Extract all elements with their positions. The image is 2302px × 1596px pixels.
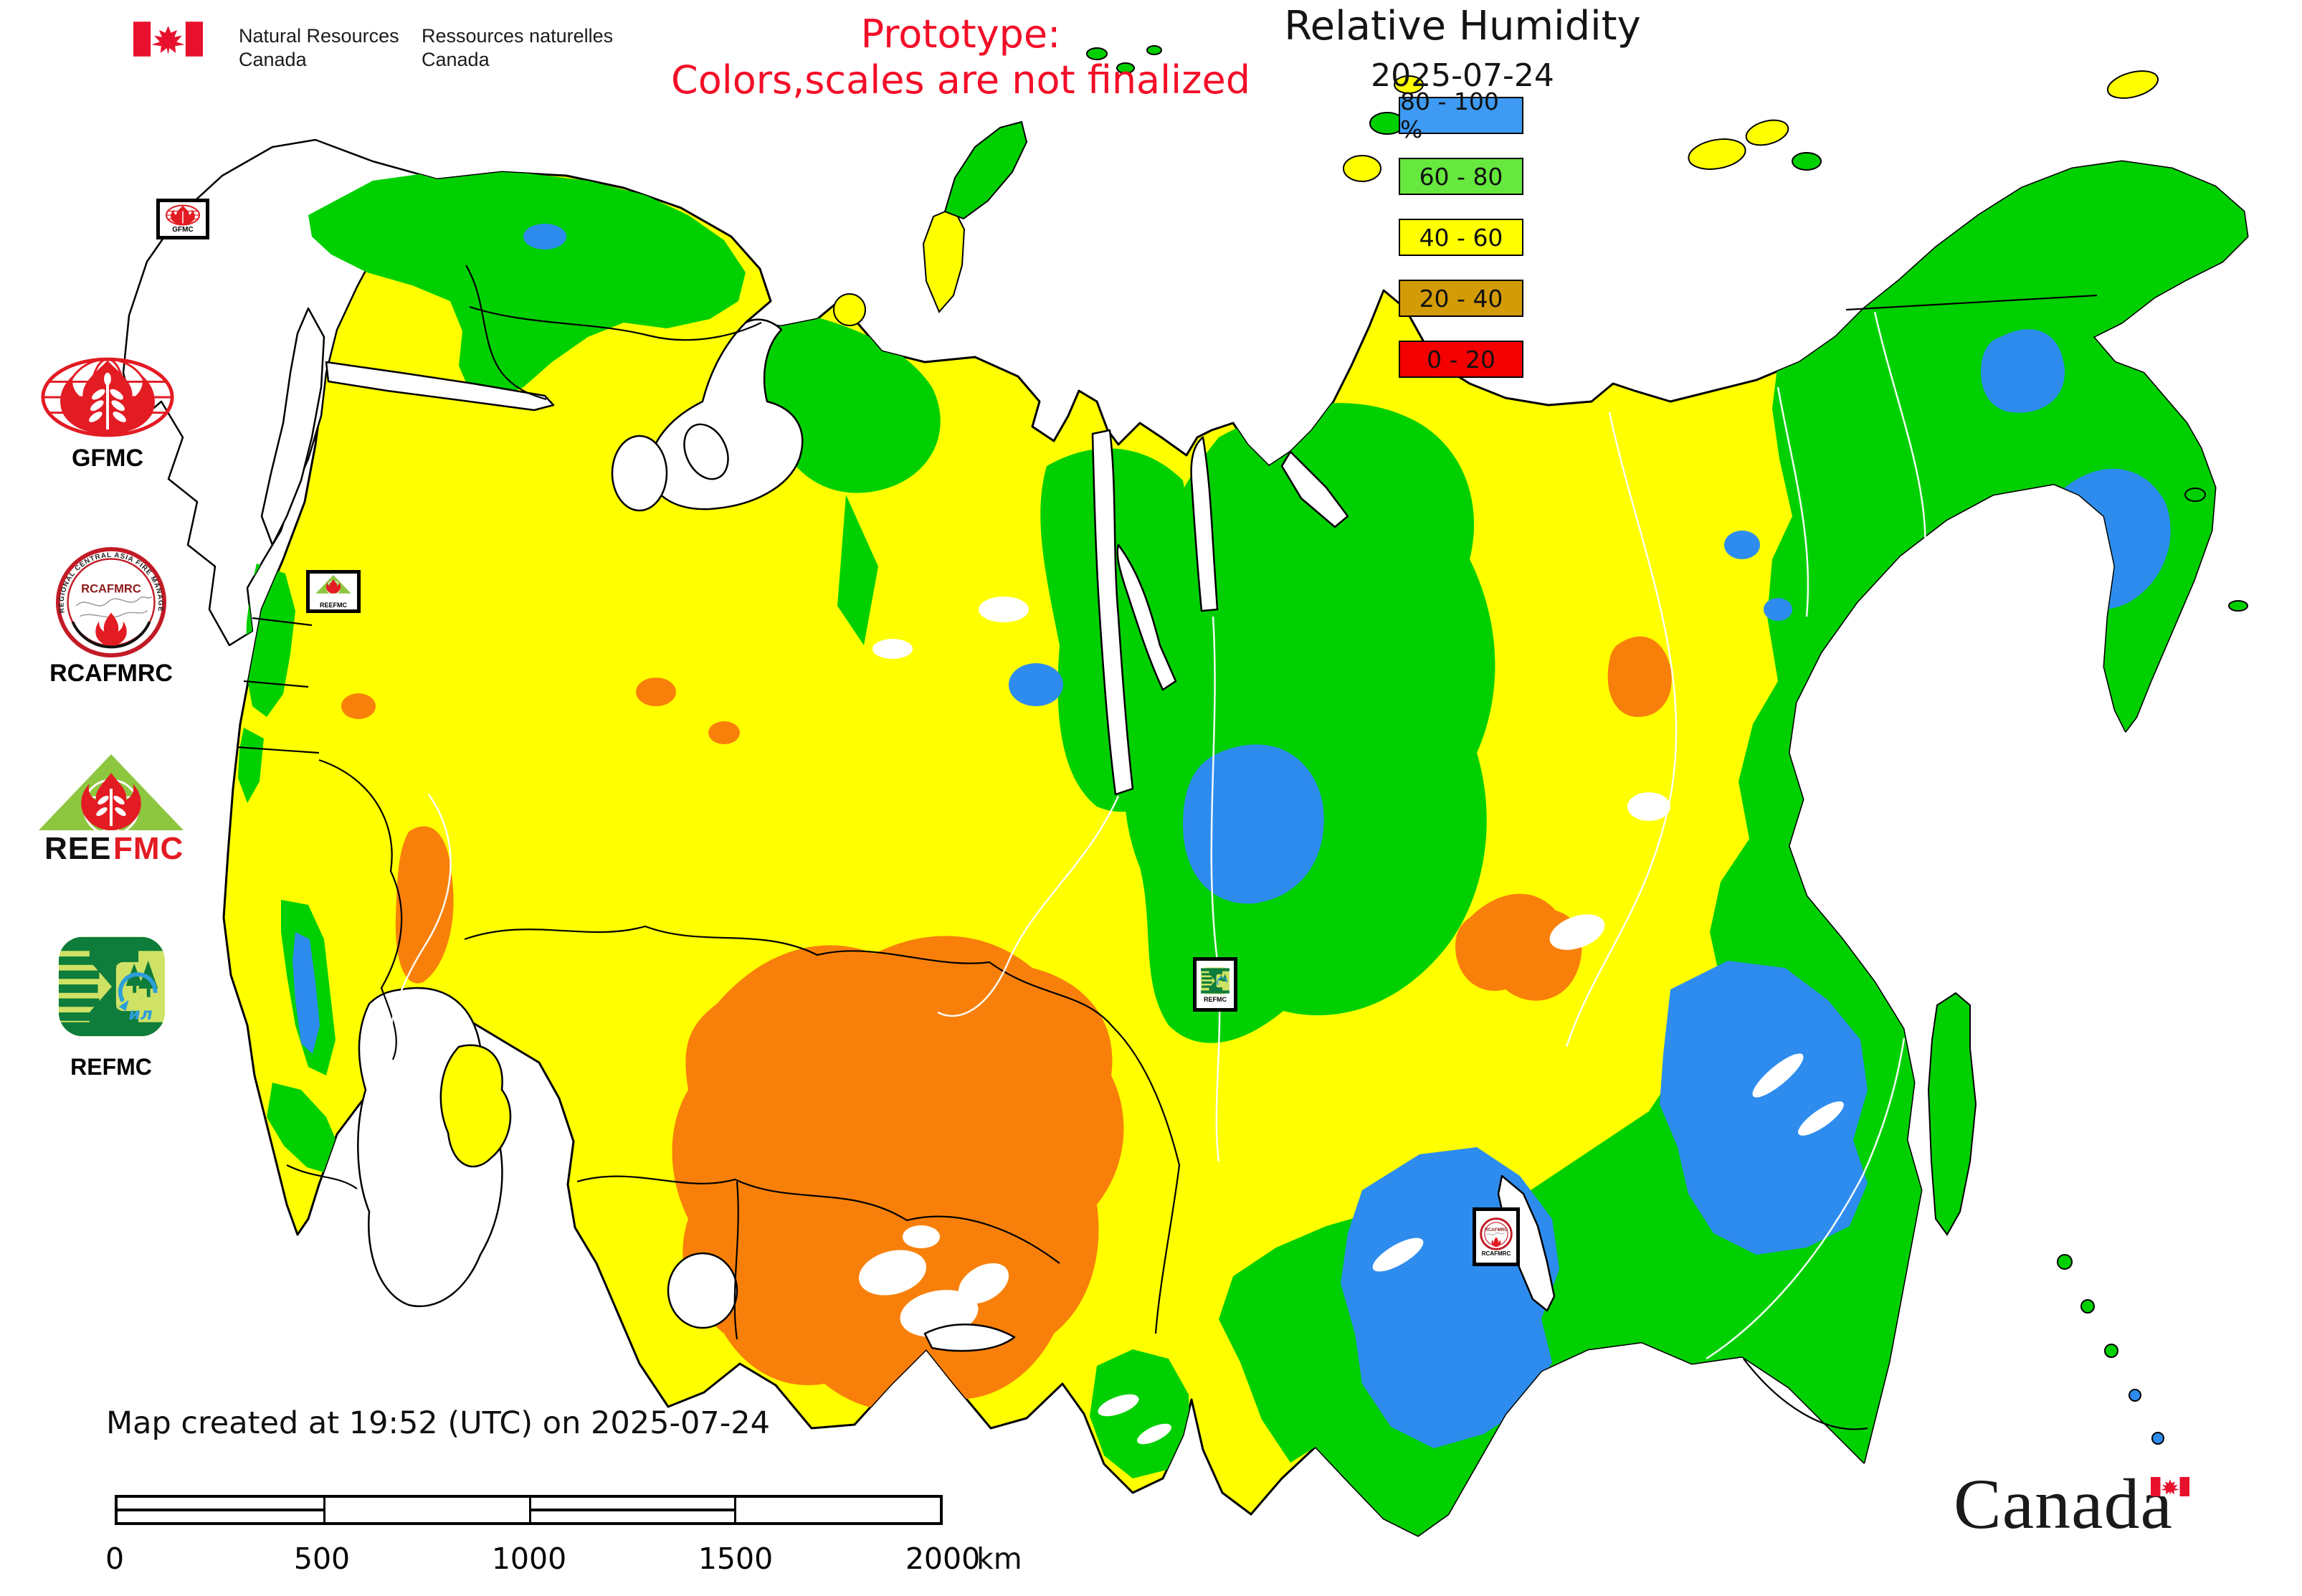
canada-wordmark: Canada [1954, 1464, 2173, 1544]
nrcan-en-line1: Natural Resources [239, 25, 399, 47]
refmc-map-marker: REFMC [1193, 957, 1237, 1012]
rcafmrc-logo-label: RCAFMRC [49, 660, 173, 687]
map-date: 2025-07-24 [1371, 57, 1554, 94]
reefmc-marker-icon [315, 574, 351, 595]
svg-text:RCAFMRC: RCAFMRC [81, 581, 141, 595]
scale-tick-2000: 2000 [905, 1542, 981, 1576]
reefmc-logo-icon: REE FMC [39, 754, 184, 863]
refmc-inner-text: ил [128, 1004, 153, 1024]
gfmc-logo-label: GFMC [71, 445, 144, 472]
legend-swatch-80-100: 80 - 100 % [1399, 87, 1523, 143]
legend-swatch-60-80: 60 - 80 [1399, 158, 1523, 195]
reefmc-map-marker: REEFMC [306, 570, 361, 613]
scale-tick-500: 500 [293, 1542, 351, 1576]
prototype-line1: Prototype: [860, 11, 1061, 57]
gfmc-logo-icon [41, 357, 174, 437]
mangyshlak-peninsula [439, 1044, 512, 1168]
refmc-marker-icon [1201, 967, 1230, 994]
refmc-logo-label: REFMC [70, 1054, 152, 1080]
reefmc-word-red: FMC [113, 831, 184, 863]
gfmc-marker-icon [166, 204, 200, 226]
reefmc-word-black: REE [44, 831, 111, 863]
rcafmrc-map-marker: RCAFMRC RCAFMRC [1473, 1207, 1520, 1266]
refmc-logo-icon: ил [58, 936, 166, 1037]
legend-swatch-20-40: 20 - 40 [1399, 280, 1523, 317]
prototype-line2: Colors,scales are not finalized [671, 57, 1250, 103]
scale-tick-1500: 1500 [698, 1542, 774, 1576]
legend-label: 0 - 20 [1427, 345, 1495, 374]
legend: 80 - 100 % 60 - 80 40 - 60 20 - 40 0 - 2… [1399, 87, 1523, 402]
legend-label: 40 - 60 [1419, 223, 1503, 252]
nrcan-fr-line2: Canada [422, 49, 490, 70]
legend-label: 20 - 40 [1419, 284, 1503, 313]
svg-text:RCAFMRC: RCAFMRC [1485, 1227, 1508, 1232]
country-borders [236, 265, 2098, 1430]
islands [833, 45, 2248, 1445]
rcafmrc-marker-icon: RCAFMRC [1480, 1217, 1513, 1250]
legend-swatch-40-60: 40 - 60 [1399, 219, 1523, 256]
scale-unit: km [976, 1542, 1022, 1576]
legend-swatch-0-20: 0 - 20 [1399, 341, 1523, 378]
rcafmrc-logo-icon: REGIONAL CENTRAL ASIA FIRE MANAGEMENT RE… [55, 546, 167, 658]
gfmc-map-marker: GFMC [156, 199, 209, 239]
scale-tick-1000: 1000 [491, 1542, 567, 1576]
prototype-notice: Prototype: Colors,scales are not finaliz… [631, 11, 1290, 103]
scale-bar [115, 1495, 943, 1525]
nrcan-en-line2: Canada [239, 49, 307, 70]
scale-tick-0: 0 [105, 1542, 125, 1576]
rivers [389, 311, 1926, 1360]
legend-label: 60 - 80 [1419, 162, 1503, 191]
canada-flag-icon [133, 22, 203, 57]
nrcan-signature-fr: Ressources naturelles Canada [422, 24, 613, 72]
nrcan-signature-en: Natural Resources Canada [239, 24, 399, 72]
canada-wordmark-flag-icon [2151, 1477, 2189, 1496]
page-title: Relative Humidity [1284, 3, 1641, 49]
nrcan-fr-line1: Ressources naturelles [422, 25, 614, 47]
legend-label: 80 - 100 % [1400, 87, 1499, 143]
map-created-text: Map created at 19:52 (UTC) on 2025-07-24 [106, 1405, 770, 1441]
